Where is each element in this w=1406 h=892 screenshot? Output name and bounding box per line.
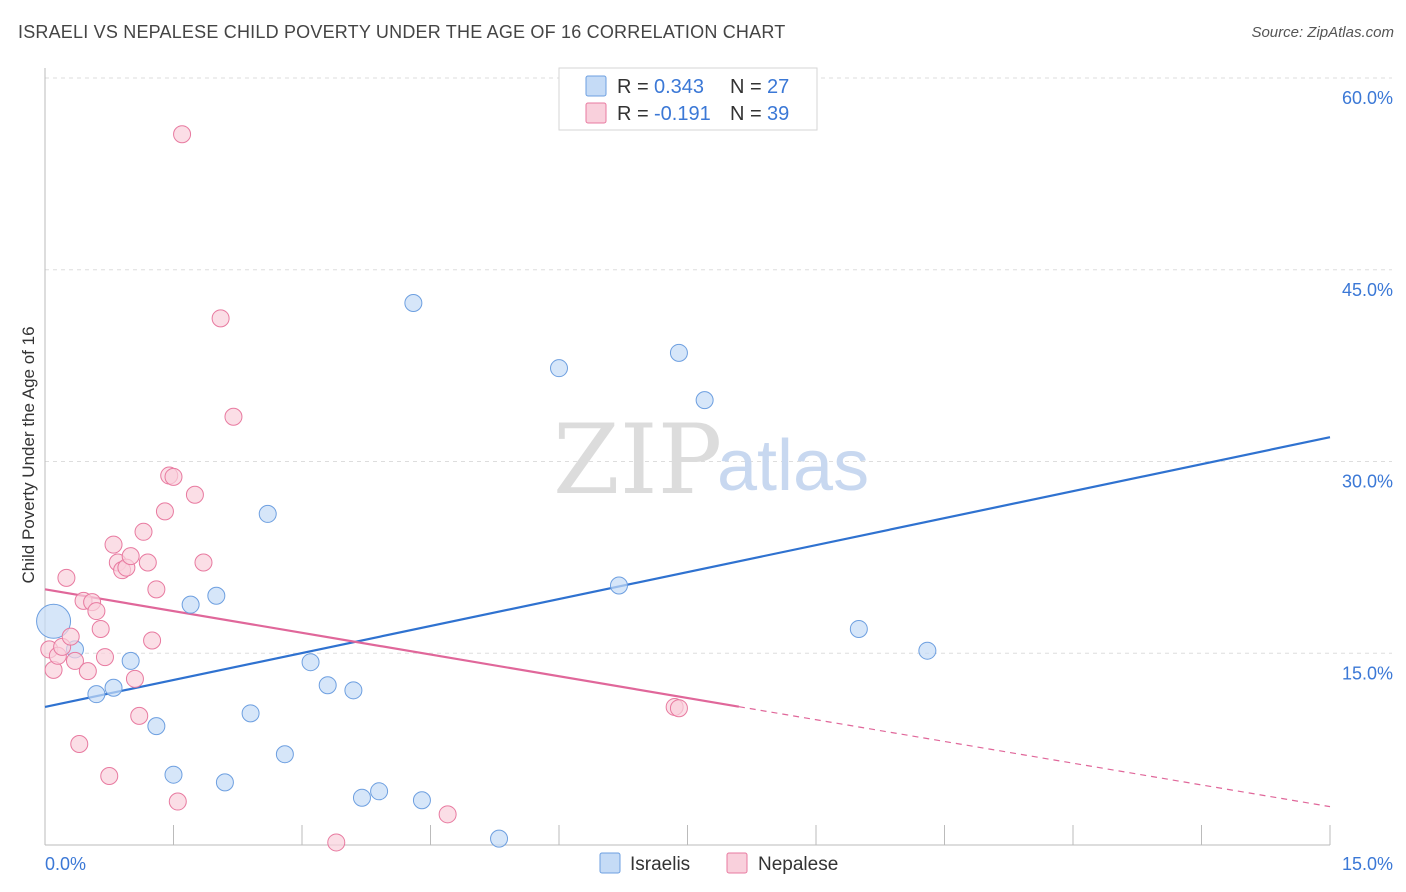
point-israelis-9 (215, 773, 234, 792)
point-israelis-10 (241, 704, 260, 723)
bottom-legend-swatch-israelis (599, 852, 621, 874)
point-israelis-15 (344, 681, 363, 700)
point-israelis-26 (918, 641, 937, 660)
point-nepalese-31 (185, 485, 204, 504)
chart-title: ISRAELI VS NEPALESE CHILD POVERTY UNDER … (18, 22, 786, 42)
y-tick-label-0: 15.0% (1342, 663, 1393, 683)
y-tick-label-2: 45.0% (1342, 280, 1393, 300)
point-israelis-5 (147, 717, 166, 736)
x-tick-label-1: 15.0% (1342, 854, 1393, 874)
legend-r-label-2: R = (617, 103, 649, 125)
point-nepalese-12 (91, 619, 110, 638)
bottom-legend-israelis: Israelis (630, 854, 690, 875)
point-nepalese-35 (327, 833, 346, 852)
y-tick-labels: 15.0% 30.0% 45.0% 60.0% (1342, 88, 1393, 683)
point-nepalese-36 (438, 805, 457, 824)
point-nepalese-13 (95, 648, 114, 667)
legend-swatch-israelis (585, 75, 607, 97)
data-points (36, 125, 937, 852)
point-israelis-2 (87, 685, 106, 704)
point-nepalese-4 (57, 568, 76, 587)
point-israelis-17 (370, 782, 389, 801)
point-israelis-19 (412, 791, 431, 810)
point-nepalese-7 (70, 735, 89, 754)
point-israelis-24 (695, 391, 714, 410)
point-nepalese-34 (224, 407, 243, 426)
point-israelis-6 (164, 765, 183, 784)
point-nepalese-14 (100, 766, 119, 785)
x-tick-label-0: 0.0% (45, 854, 86, 874)
series-legend: Israelis Nepalese (599, 852, 838, 875)
point-nepalese-20 (125, 669, 144, 688)
point-israelis-16 (352, 788, 371, 807)
point-nepalese-5 (61, 627, 80, 646)
point-israelis-11 (258, 504, 277, 523)
point-nepalese-6 (65, 651, 84, 670)
point-israelis-18 (404, 293, 423, 312)
axes (44, 68, 1331, 846)
y-tick-label-3: 60.0% (1342, 88, 1393, 108)
legend-swatch-nepalese (585, 102, 607, 124)
point-israelis-20 (490, 829, 509, 848)
point-israelis-7 (181, 595, 200, 614)
watermark-zip: ZIP (553, 404, 722, 516)
point-israelis-4 (121, 651, 140, 670)
point-israelis-3 (104, 678, 123, 697)
legend-n-value-2: 39 (767, 103, 789, 125)
trend-line-israelis (44, 436, 1331, 709)
point-israelis-8 (207, 586, 226, 605)
point-nepalese-15 (104, 535, 123, 554)
point-israelis-0 (36, 603, 72, 639)
point-israelis-25 (849, 619, 868, 638)
bottom-legend-nepalese: Nepalese (758, 854, 838, 875)
point-nepalese-38 (669, 699, 688, 718)
legend-n-label-1: N = (730, 76, 762, 98)
trend-line-nepalese-extrapolated (738, 706, 1331, 808)
point-nepalese-11 (87, 602, 106, 621)
legend-n-label-2: N = (730, 103, 762, 125)
trend-line-nepalese (44, 588, 740, 708)
point-israelis-13 (301, 653, 320, 672)
gridlines (45, 77, 1392, 654)
legend-r-label-1: R = (617, 76, 649, 98)
point-nepalese-29 (168, 792, 187, 811)
correlation-legend: R = 0.343 N = 27 R = -0.191 N = 39 (558, 67, 818, 131)
legend-r-value-2: -0.191 (654, 103, 711, 125)
y-tick-label-1: 30.0% (1342, 472, 1393, 492)
point-nepalese-22 (134, 522, 153, 541)
watermark-atlas: atlas (717, 426, 869, 506)
point-israelis-12 (275, 745, 294, 764)
point-israelis-22 (609, 576, 628, 595)
legend-r-value-1: 0.343 (654, 76, 704, 98)
point-nepalese-26 (155, 502, 174, 521)
point-israelis-23 (669, 343, 688, 362)
trend-lines (44, 436, 1331, 808)
point-nepalese-30 (173, 125, 192, 144)
bottom-legend-swatch-nepalese (726, 852, 748, 874)
x-tick-labels: 0.0% 15.0% (45, 854, 1393, 874)
point-nepalese-9 (78, 662, 97, 681)
point-nepalese-24 (143, 631, 162, 650)
point-israelis-14 (318, 676, 337, 695)
source-attribution: Source: ZipAtlas.com (1251, 24, 1394, 41)
point-nepalese-21 (130, 706, 149, 725)
point-nepalese-28 (164, 467, 183, 486)
y-axis-label: Child Poverty Under the Age of 16 (19, 326, 38, 583)
point-israelis-21 (550, 359, 568, 378)
watermark: ZIP atlas (553, 404, 869, 516)
point-nepalese-32 (194, 553, 213, 572)
legend-n-value-1: 27 (767, 76, 789, 98)
point-nepalese-25 (147, 580, 166, 599)
point-nepalese-19 (121, 547, 140, 566)
point-nepalese-23 (138, 553, 157, 572)
point-nepalese-33 (211, 309, 230, 328)
